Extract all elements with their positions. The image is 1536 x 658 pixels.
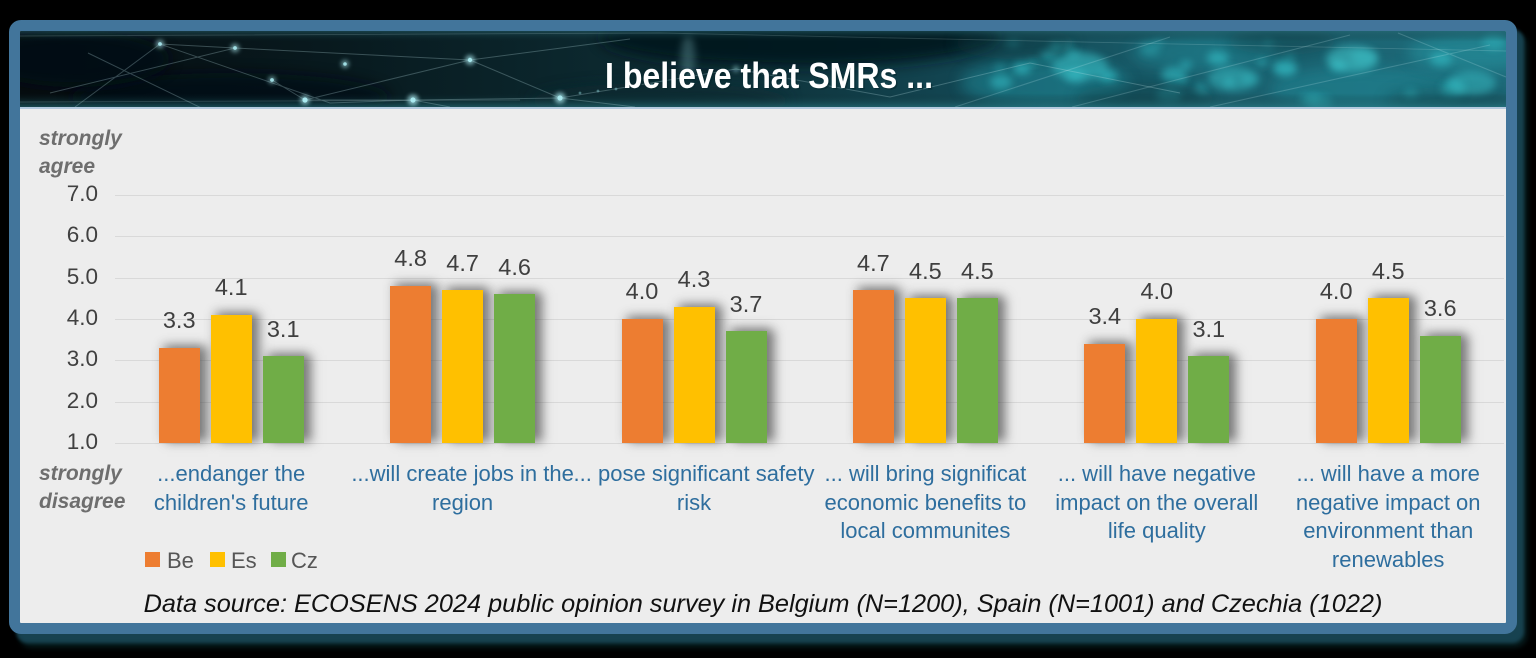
svg-text:I believe that SMRs ...: I believe that SMRs ... — [607, 57, 935, 98]
svg-text:I believe that SMRs ...: I believe that SMRs ... — [605, 55, 933, 96]
